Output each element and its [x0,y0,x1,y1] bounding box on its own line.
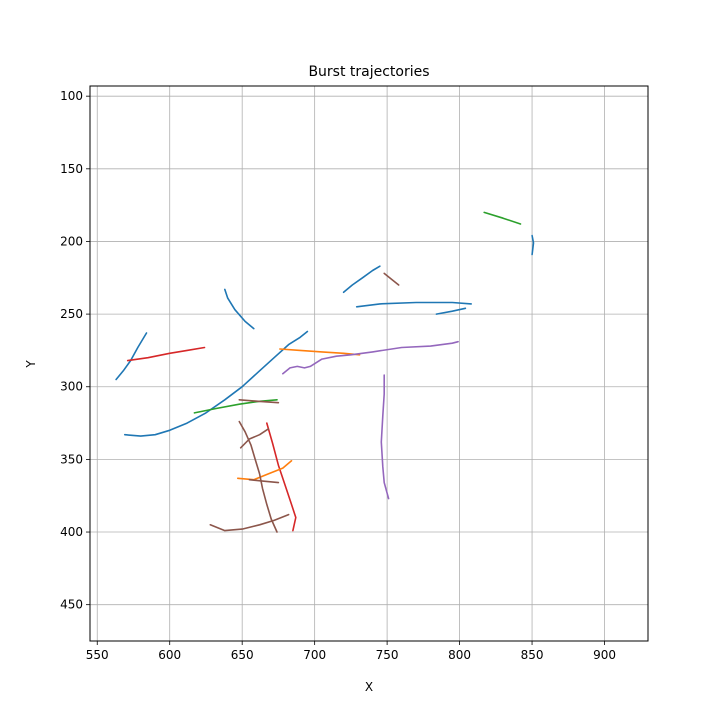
trajectory-line [383,272,400,286]
trajectory-line [209,513,290,532]
series-layer [115,211,535,533]
x-tick-label: 650 [231,648,254,662]
trajectory-line [237,459,293,481]
trajectory-line [483,211,522,225]
trajectory-line [279,348,361,356]
x-axis-label: X [365,680,373,694]
chart-title: Burst trajectories [308,64,429,80]
x-tick-label: 600 [158,648,181,662]
trajectory-line [224,288,255,330]
trajectory-line [239,428,270,449]
y-tick-label: 350 [60,452,83,466]
trajectory-line [281,340,459,375]
x-tick-label: 800 [448,648,471,662]
y-tick-label: 100 [60,89,83,103]
y-tick-label: 300 [60,380,83,394]
ticks: 550 600 650 700 750 800 850 900 100 150 200 250 300 3… [60,89,616,662]
x-tick-label: 850 [521,648,544,662]
y-tick-label: 400 [60,525,83,539]
y-tick-label: 150 [60,162,83,176]
trajectory-line [265,422,297,532]
trajectory-line [238,420,278,533]
x-tick-label: 700 [303,648,326,662]
trajectory-line [238,398,280,404]
x-tick-label: 900 [593,648,616,662]
trajectory-line [531,234,535,256]
trajectory-line [355,301,473,308]
trajectory-line [124,330,309,437]
plot-frame [89,85,649,642]
trajectory-line [193,398,278,414]
trajectory-line [435,307,467,315]
y-axis-label: Y [24,360,38,369]
y-tick-label: 200 [60,234,83,248]
grid [90,86,648,641]
trajectory-line [248,478,280,484]
x-tick-label: 750 [376,648,399,662]
trajectory-line [380,374,390,500]
y-tick-label: 250 [60,307,83,321]
trajectory-line [342,265,381,294]
x-tick-label: 550 [86,648,109,662]
y-tick-label: 450 [60,598,83,612]
trajectory-line [126,346,206,362]
